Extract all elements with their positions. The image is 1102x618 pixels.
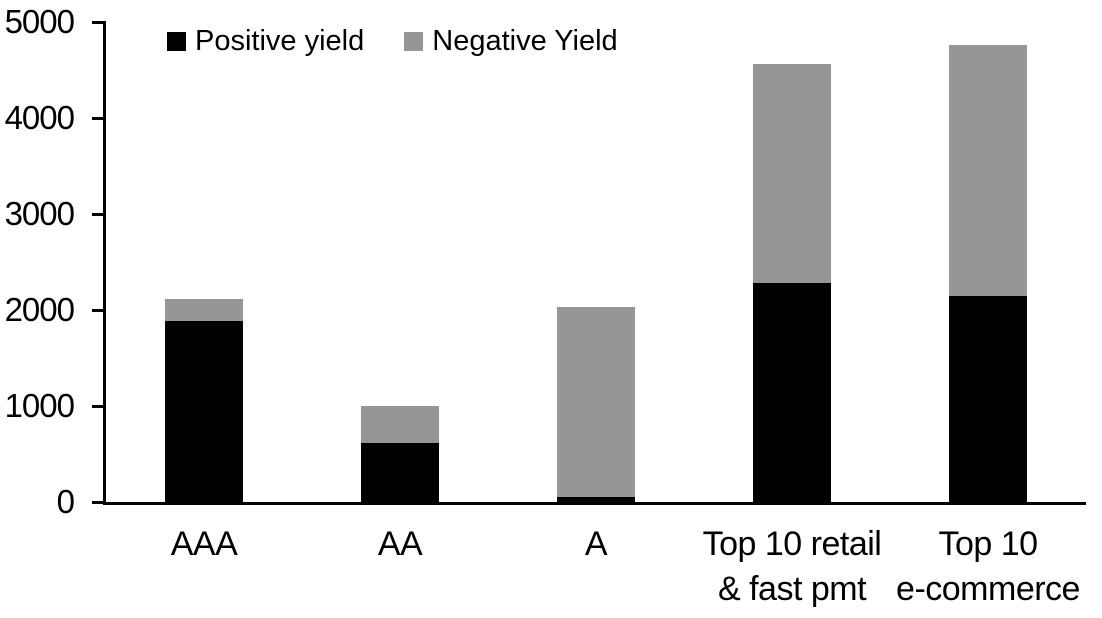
y-axis-line bbox=[103, 22, 106, 505]
x-axis-line bbox=[103, 502, 1086, 505]
y-tick-mark-3000 bbox=[92, 212, 106, 216]
y-tick-label-5000: 5000 bbox=[4, 3, 75, 40]
bar-segment-negative-yield-top-10-e-commerce bbox=[949, 45, 1027, 296]
bar-segment-negative-yield-a bbox=[557, 306, 635, 498]
bar-slot-top-10-retail-fast-pmt bbox=[694, 22, 890, 502]
x-category-label-aaa: AAA bbox=[106, 522, 302, 612]
legend-swatch-positive-yield bbox=[167, 32, 186, 51]
x-category-label-line: A bbox=[584, 525, 608, 563]
x-category-label-line: Top 10 retail bbox=[702, 525, 882, 563]
bar-segment-positive-yield-aaa bbox=[165, 320, 243, 502]
legend-label-negative-yield: Negative Yield bbox=[432, 25, 618, 57]
legend-item-positive-yield: Positive yield bbox=[167, 25, 364, 58]
bar-aaa bbox=[165, 299, 243, 502]
x-category-label-top-10-e-commerce: Top 10 e-commerce bbox=[890, 522, 1086, 612]
bar-top-10-e-commerce bbox=[949, 45, 1027, 502]
legend: Positive yield Negative Yield bbox=[167, 25, 618, 58]
bar-a bbox=[557, 306, 635, 502]
y-tick-label-3000: 3000 bbox=[4, 195, 75, 232]
bar-segment-positive-yield-top-10-e-commerce bbox=[949, 295, 1027, 502]
x-category-label-line: & fast pmt bbox=[717, 570, 867, 608]
y-tick-label-0: 0 bbox=[56, 483, 75, 520]
x-category-label-line: AAA bbox=[170, 525, 238, 563]
bar-slot-top-10-e-commerce bbox=[890, 22, 1086, 502]
y-tick-mark-4000 bbox=[92, 116, 106, 120]
y-tick-label-2000: 2000 bbox=[4, 291, 75, 328]
bar-aa bbox=[361, 406, 439, 502]
y-tick-mark-2000 bbox=[92, 308, 106, 312]
x-category-label-aa: AA bbox=[302, 522, 498, 612]
bar-slot-aa bbox=[302, 22, 498, 502]
bar-segment-negative-yield-aaa bbox=[165, 299, 243, 321]
plot-area: Positive yield Negative Yield bbox=[103, 22, 1086, 505]
y-tick-label-1000: 1000 bbox=[4, 387, 75, 424]
legend-item-negative-yield: Negative Yield bbox=[404, 25, 618, 58]
bar-segment-positive-yield-a bbox=[557, 497, 635, 502]
y-tick-mark-0 bbox=[92, 500, 106, 504]
bar-slot-aaa bbox=[106, 22, 302, 502]
legend-label-positive-yield: Positive yield bbox=[195, 25, 365, 57]
bar-segment-negative-yield-aa bbox=[361, 406, 439, 443]
x-category-label-line: AA bbox=[377, 525, 423, 563]
bar-top-10-retail-fast-pmt bbox=[753, 64, 831, 502]
x-category-label-line: Top 10 bbox=[938, 525, 1038, 563]
y-tick-mark-1000 bbox=[92, 404, 106, 408]
y-tick-label-4000: 4000 bbox=[4, 99, 75, 136]
y-tick-mark-5000 bbox=[92, 20, 106, 24]
x-axis-category-labels: AAA AA A Top 10 retail & fast pmt Top 10 e-com… bbox=[106, 522, 1086, 612]
bar-segment-positive-yield-top-10-retail-fast-pmt bbox=[753, 283, 831, 502]
bar-segment-negative-yield-top-10-retail-fast-pmt bbox=[753, 64, 831, 284]
legend-swatch-negative-yield bbox=[404, 32, 424, 51]
x-category-label-top-10-retail-fast-pmt: Top 10 retail & fast pmt bbox=[694, 522, 890, 612]
x-category-label-line: e-commerce bbox=[896, 570, 1080, 608]
x-category-label-a: A bbox=[498, 522, 694, 612]
bar-segment-positive-yield-aa bbox=[361, 442, 439, 502]
bars-layer bbox=[106, 22, 1086, 502]
bar-slot-a bbox=[498, 22, 694, 502]
